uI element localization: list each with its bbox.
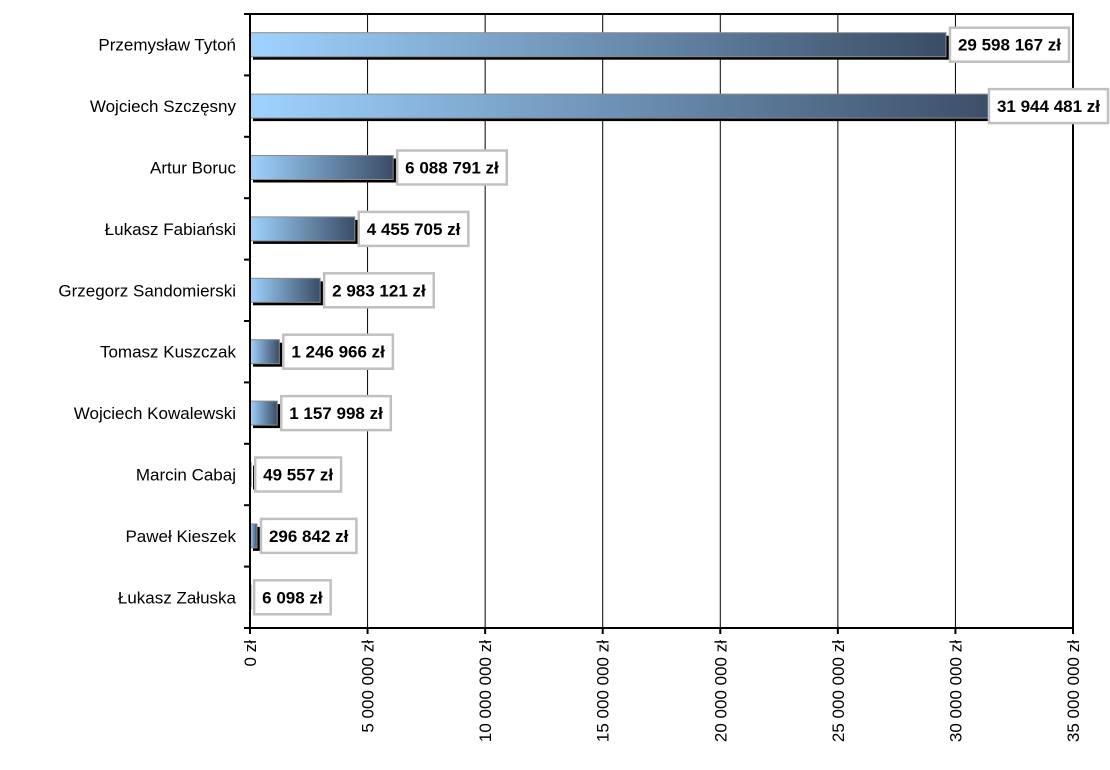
x-tick-labels: 0 zł 5 000 000 zł 10 000 000 zł 15 000 000 … [241, 640, 1083, 742]
category-label: Grzegorz Sandomierski [58, 281, 236, 300]
data-label: 1 246 966 zł [283, 335, 393, 369]
data-label-text: 6 088 791 zł [405, 159, 499, 178]
category-label: Marcin Cabaj [136, 466, 236, 485]
data-label-text: 296 842 zł [269, 527, 349, 546]
category-label: Wojciech Kowalewski [74, 404, 236, 423]
x-tick-label: 30 000 000 zł [946, 640, 965, 742]
x-tick-label: 25 000 000 zł [829, 640, 848, 742]
data-label-text: 2 983 121 zł [332, 281, 426, 300]
category-label: Łukasz Fabiański [105, 220, 236, 239]
data-label-text: 49 557 zł [263, 466, 333, 485]
data-label-text: 31 944 481 zł [997, 97, 1100, 116]
bar [250, 524, 257, 548]
data-label-text: 6 098 zł [262, 588, 323, 607]
data-label-text: 4 455 705 zł [367, 220, 461, 239]
category-labels: Przemysław Tytoń Wojciech Szczęsny Artur B… [58, 36, 236, 608]
bar [250, 401, 277, 425]
data-label: 296 842 zł [261, 519, 356, 553]
x-tick-label: 15 000 000 zł [594, 640, 613, 742]
x-tick-label: 5 000 000 zł [359, 640, 378, 733]
x-tick-label: 20 000 000 zł [711, 640, 730, 742]
bar [250, 156, 393, 180]
data-label: 1 157 998 zł [281, 396, 391, 430]
data-label-text: 1 157 998 zł [289, 404, 383, 423]
data-label: 6 088 791 zł [397, 151, 507, 185]
category-label: Łukasz Załuska [118, 588, 237, 607]
bar [250, 340, 279, 364]
bar [250, 94, 1001, 118]
x-tick-label: 10 000 000 zł [476, 640, 495, 742]
bar [250, 278, 320, 302]
bar [250, 217, 355, 241]
data-label: 29 598 167 zł [950, 28, 1069, 62]
data-label: 6 098 zł [254, 580, 330, 614]
data-label-text: 29 598 167 zł [958, 36, 1061, 55]
category-label: Paweł Kieszek [125, 527, 236, 546]
data-label-text: 1 246 966 zł [291, 343, 385, 362]
x-tick-label: 35 000 000 zł [1064, 640, 1083, 742]
category-label: Tomasz Kuszczak [100, 343, 237, 362]
bars [250, 33, 1004, 613]
x-tick-label: 0 zł [241, 640, 260, 667]
data-label: 2 983 121 zł [324, 273, 434, 307]
data-label: 4 455 705 zł [359, 212, 469, 246]
data-label: 31 944 481 zł [989, 89, 1108, 123]
data-label: 49 557 zł [255, 458, 341, 492]
bar [250, 33, 946, 57]
category-label: Przemysław Tytoń [98, 36, 236, 55]
category-label: Artur Boruc [150, 159, 236, 178]
category-label: Wojciech Szczęsny [90, 97, 237, 116]
